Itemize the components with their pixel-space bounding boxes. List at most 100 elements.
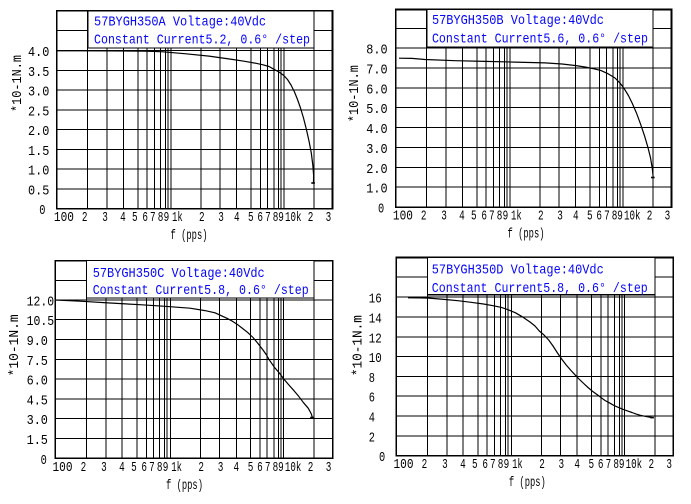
svg-text:6: 6 [142, 211, 148, 226]
svg-text:5: 5 [587, 210, 593, 225]
svg-text:7: 7 [490, 458, 496, 473]
svg-text:4: 4 [574, 458, 580, 473]
svg-text:1.0: 1.0 [28, 164, 49, 180]
svg-text:4.5: 4.5 [27, 393, 48, 409]
svg-text:3: 3 [442, 458, 448, 473]
svg-text:8: 8 [273, 461, 279, 476]
svg-text:3: 3 [666, 458, 672, 473]
svg-text:5: 5 [132, 211, 138, 226]
svg-text:7: 7 [489, 210, 495, 225]
svg-text:Constant Current5.8, 0.6° /ste: Constant Current5.8, 0.6° /step [432, 281, 648, 297]
svg-text:9: 9 [278, 461, 284, 476]
svg-text:3: 3 [218, 211, 224, 226]
svg-text:5: 5 [248, 211, 254, 226]
svg-text:8: 8 [273, 211, 279, 226]
svg-text:16: 16 [369, 292, 382, 308]
svg-text:5: 5 [131, 461, 137, 476]
svg-text:9: 9 [163, 461, 169, 476]
svg-text:6: 6 [369, 391, 375, 407]
svg-text:f (pps): f (pps) [171, 229, 208, 244]
svg-text:8: 8 [613, 458, 619, 473]
svg-text:*10-1N.m: *10-1N.m [347, 65, 363, 122]
svg-text:100: 100 [52, 461, 72, 476]
svg-text:9: 9 [504, 458, 510, 473]
svg-text:2: 2 [422, 458, 428, 473]
svg-text:2.0: 2.0 [366, 162, 387, 178]
svg-text:12.0: 12.0 [27, 294, 54, 310]
svg-text:2: 2 [648, 458, 654, 473]
svg-text:Constant Current5.6, 0.6° /ste: Constant Current5.6, 0.6° /step [432, 32, 648, 48]
svg-text:Constant Current5.2, 0.6° /ste: Constant Current5.2, 0.6° /step [94, 33, 310, 49]
svg-text:7: 7 [150, 211, 156, 226]
svg-text:6: 6 [598, 458, 604, 473]
svg-text:8: 8 [498, 458, 504, 473]
svg-text:2: 2 [369, 430, 375, 446]
svg-text:9: 9 [164, 211, 170, 226]
svg-text:3.0: 3.0 [366, 142, 387, 158]
svg-text:8: 8 [369, 371, 375, 387]
svg-text:1.5: 1.5 [27, 433, 48, 449]
svg-text:10k: 10k [624, 210, 641, 225]
svg-text:0: 0 [39, 203, 45, 219]
svg-text:10k: 10k [285, 211, 302, 226]
svg-text:1k: 1k [171, 461, 182, 476]
svg-text:0: 0 [379, 450, 385, 466]
svg-text:1.0: 1.0 [366, 182, 387, 198]
svg-text:9: 9 [617, 210, 623, 225]
svg-text:9: 9 [278, 211, 284, 226]
svg-text:4: 4 [573, 210, 579, 225]
svg-text:8.0: 8.0 [366, 43, 387, 59]
svg-text:4: 4 [119, 461, 125, 476]
svg-text:4: 4 [234, 461, 240, 476]
svg-text:6: 6 [141, 461, 147, 476]
svg-text:1k: 1k [511, 210, 522, 225]
svg-text:4.0: 4.0 [28, 45, 49, 61]
svg-text:f (pps): f (pps) [509, 476, 546, 491]
svg-text:*10-1N.m: *10-1N.m [10, 55, 26, 112]
svg-text:2: 2 [81, 461, 87, 476]
svg-text:10.5: 10.5 [27, 314, 54, 330]
svg-text:8: 8 [158, 211, 164, 226]
svg-text:3: 3 [441, 210, 447, 225]
svg-text:3.5: 3.5 [28, 65, 49, 81]
svg-text:100: 100 [54, 211, 74, 226]
svg-text:2: 2 [198, 461, 204, 476]
svg-text:6: 6 [257, 211, 263, 226]
svg-text:6: 6 [257, 461, 263, 476]
svg-text:6: 6 [596, 210, 602, 225]
svg-text:3: 3 [218, 461, 224, 476]
svg-text:2: 2 [539, 458, 545, 473]
svg-text:7: 7 [265, 211, 271, 226]
svg-text:3.0: 3.0 [28, 85, 49, 101]
svg-text:4: 4 [120, 211, 126, 226]
svg-text:f (pps): f (pps) [508, 228, 545, 243]
svg-text:2: 2 [421, 210, 427, 225]
svg-text:57BYGH350B Voltage:40Vdc: 57BYGH350B Voltage:40Vdc [432, 13, 604, 29]
svg-text:14: 14 [369, 312, 382, 328]
svg-text:Constant Current5.8, 0.6° /ste: Constant Current5.8, 0.6° /step [93, 283, 309, 299]
svg-text:9.0: 9.0 [27, 334, 48, 350]
svg-text:2.5: 2.5 [28, 104, 49, 120]
svg-text:57BYGH350A Voltage:40Vdc: 57BYGH350A Voltage:40Vdc [94, 15, 266, 31]
svg-text:1.5: 1.5 [28, 144, 49, 160]
svg-text:2: 2 [82, 211, 88, 226]
svg-text:12: 12 [369, 331, 382, 347]
svg-text:7: 7 [265, 461, 271, 476]
svg-text:6: 6 [481, 210, 487, 225]
svg-text:10k: 10k [285, 461, 302, 476]
svg-text:57BYGH350C Voltage:40Vdc: 57BYGH350C Voltage:40Vdc [93, 266, 265, 282]
svg-text:8: 8 [497, 210, 503, 225]
svg-text:100: 100 [393, 458, 413, 473]
svg-text:9: 9 [503, 210, 509, 225]
svg-text:0.5: 0.5 [28, 183, 49, 199]
svg-text:3: 3 [559, 458, 565, 473]
svg-text:10: 10 [369, 351, 382, 367]
svg-text:5: 5 [588, 458, 594, 473]
svg-text:3: 3 [557, 210, 563, 225]
svg-text:4.0: 4.0 [366, 122, 387, 138]
svg-text:7: 7 [149, 461, 155, 476]
svg-text:*10-1N.m: *10-1N.m [350, 315, 366, 376]
svg-text:0: 0 [41, 453, 47, 469]
svg-text:*10-1N.m: *10-1N.m [7, 314, 23, 376]
svg-text:3: 3 [665, 210, 671, 225]
